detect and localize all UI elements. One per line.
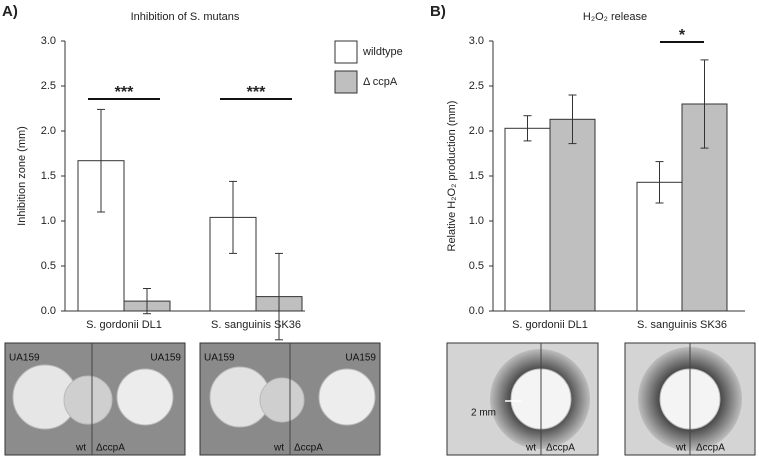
y-tick-label: 2.0 xyxy=(469,125,484,137)
photo-label: UA159 xyxy=(9,353,40,364)
y-tick-label: 0.0 xyxy=(469,305,484,317)
legend-swatch xyxy=(334,70,358,94)
legend-swatch xyxy=(334,40,358,64)
significance-label: *** xyxy=(115,84,134,101)
x-tick-label: S. sanguinis SK36 xyxy=(637,319,727,331)
colony xyxy=(63,375,113,425)
photo-label: wt xyxy=(273,443,284,454)
photo-label: wt xyxy=(75,443,86,454)
y-tick-label: 1.5 xyxy=(469,170,484,182)
y-tick-label: 3.0 xyxy=(41,35,56,47)
y-tick-label: 2.5 xyxy=(469,80,484,92)
y-tick-label: 1.0 xyxy=(41,215,56,227)
bar xyxy=(636,181,683,312)
significance-label: * xyxy=(679,27,686,44)
legend-label: Δ ccpA xyxy=(363,76,398,88)
panel-label: A) xyxy=(2,3,18,20)
y-tick-label: 0.5 xyxy=(41,260,56,272)
y-tick-label: 2.0 xyxy=(41,125,56,137)
x-tick-label: S. sanguinis SK36 xyxy=(211,319,301,331)
photo-label: wt xyxy=(525,443,536,454)
photo-label: UA159 xyxy=(345,353,376,364)
photo-label: ΔccpA xyxy=(546,443,575,454)
photo-label: 2 mm xyxy=(471,408,496,419)
colony xyxy=(259,377,305,423)
x-tick-label: S. gordonii DL1 xyxy=(86,319,162,331)
photo-label: UA159 xyxy=(150,353,181,364)
photo-label: UA159 xyxy=(204,353,235,364)
colony xyxy=(318,368,376,426)
significance-label: *** xyxy=(247,84,266,101)
y-tick-label: 3.0 xyxy=(469,35,484,47)
y-tick-label: 1.5 xyxy=(41,170,56,182)
y-tick-label: 0.5 xyxy=(469,260,484,272)
photo-label: wt xyxy=(675,443,686,454)
y-axis-label: Inhibition zone (mm) xyxy=(16,126,28,226)
panel-label: B) xyxy=(430,3,446,20)
x-tick-label: S. gordonii DL1 xyxy=(512,319,588,331)
photo-label: ΔccpA xyxy=(294,443,323,454)
bar xyxy=(504,127,551,312)
photo-label: ΔccpA xyxy=(696,443,725,454)
y-tick-label: 2.5 xyxy=(41,80,56,92)
legend-label: wildtype xyxy=(362,46,403,58)
chart-title: H₂O₂ release xyxy=(583,11,647,23)
colony xyxy=(116,368,174,426)
y-axis-label: Relative H₂O₂ production (mm) xyxy=(446,101,458,252)
photo-label: ΔccpA xyxy=(96,443,125,454)
y-tick-label: 1.0 xyxy=(469,215,484,227)
chart-title: Inhibition of S. mutans xyxy=(131,11,240,23)
bar xyxy=(549,118,596,312)
y-tick-label: 0.0 xyxy=(41,305,56,317)
